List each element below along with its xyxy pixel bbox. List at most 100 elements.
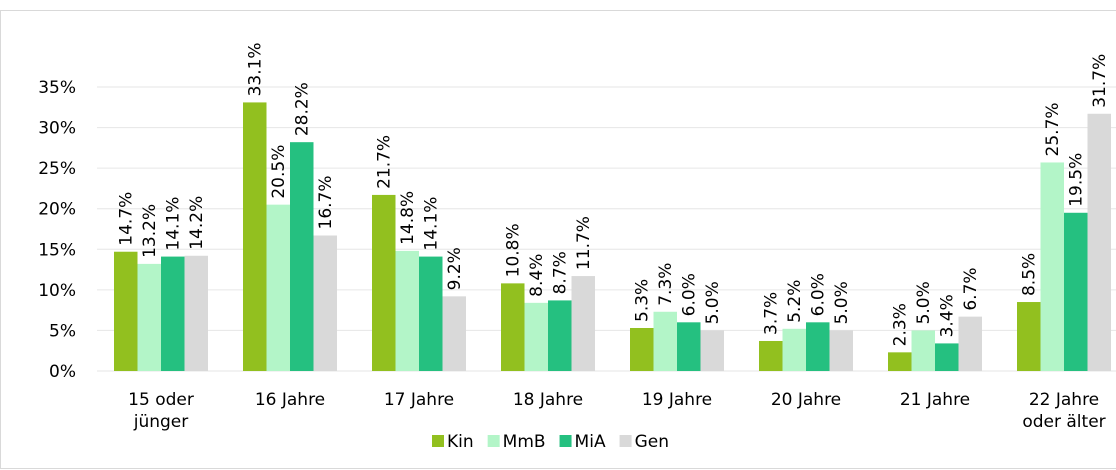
bar (290, 142, 314, 371)
legend-swatch (432, 435, 444, 447)
bar (161, 256, 185, 371)
x-tick-line: oder älter (1022, 412, 1105, 432)
x-tick-label: 22 Jahre oder älter (1022, 390, 1105, 432)
x-tick-line: 21 Jahre (900, 390, 970, 410)
bar (524, 302, 548, 371)
data-label: 6.0% (680, 273, 700, 316)
legend-swatch (487, 435, 500, 447)
x-tick-label: 17 Jahre (384, 390, 454, 410)
x-tick-line: 17 Jahre (384, 390, 454, 410)
data-label: 5.0% (832, 281, 852, 324)
bar (1087, 113, 1111, 371)
data-label: 7.3% (656, 263, 676, 306)
legend-swatch (559, 435, 572, 447)
y-tick-label: 25% (38, 159, 76, 179)
data-label: 14.7% (117, 192, 137, 246)
bar (243, 102, 267, 371)
data-label: 10.8% (504, 223, 524, 277)
legend-label: Kin (447, 432, 474, 452)
data-label: 13.2% (140, 204, 160, 258)
bar (114, 251, 138, 371)
x-tick-line: 22 Jahre (1029, 390, 1099, 410)
bar (395, 250, 419, 371)
data-label: 6.0% (809, 273, 829, 316)
data-label: 5.0% (703, 281, 723, 324)
bar (630, 327, 654, 371)
data-label: 31.7% (1090, 54, 1110, 108)
bar (888, 352, 912, 371)
bar (137, 263, 161, 371)
bar (571, 276, 595, 371)
bar (184, 255, 208, 371)
bar (313, 235, 337, 371)
legend-swatch (619, 435, 632, 447)
x-tick-line: 16 Jahre (255, 390, 325, 410)
data-label: 28.2% (293, 82, 313, 136)
y-tick-label: 30% (38, 119, 76, 139)
bar (653, 311, 677, 371)
data-label: 11.7% (574, 216, 594, 270)
data-label: 25.7% (1043, 102, 1063, 156)
data-label: 3.7% (762, 292, 782, 335)
data-label: 21.7% (375, 135, 395, 189)
data-label: 16.7% (316, 175, 336, 229)
data-label: 14.2% (187, 196, 207, 250)
data-label: 5.2% (785, 280, 805, 323)
data-label: 8.4% (527, 254, 547, 297)
data-label: 20.5% (269, 145, 289, 199)
bar (1017, 302, 1041, 371)
data-label: 5.0% (914, 281, 934, 324)
legend-label: MiA (575, 432, 606, 452)
y-tick-label: 20% (38, 200, 76, 220)
y-tick-label: 10% (38, 281, 76, 301)
bar (911, 330, 935, 371)
x-tick-label: 18 Jahre (513, 390, 583, 410)
data-label: 5.3% (633, 279, 653, 322)
x-tick-label: 15 oder jünger (128, 390, 194, 432)
x-tick-label: 21 Jahre (900, 390, 970, 410)
bar (782, 328, 806, 371)
x-tick-label: 20 Jahre (771, 390, 841, 410)
data-label: 19.5% (1067, 153, 1087, 207)
y-tick-label: 15% (38, 240, 76, 260)
y-tick-label: 0% (49, 362, 76, 382)
bar (829, 330, 853, 371)
data-label: 8.7% (551, 251, 571, 294)
data-label: 8.5% (1020, 253, 1040, 296)
data-label: 9.2% (445, 247, 465, 290)
x-tick-line: 20 Jahre (771, 390, 841, 410)
data-label: 14.1% (422, 197, 442, 251)
bar (759, 340, 783, 371)
chart-border (0, 10, 1116, 469)
bar (266, 204, 290, 371)
bar (1040, 162, 1064, 371)
data-label: 33.1% (246, 42, 266, 96)
x-tick-label: 19 Jahre (642, 390, 712, 410)
bar (677, 322, 701, 371)
legend-label: MmB (503, 432, 546, 452)
bar (700, 330, 724, 371)
bar (806, 322, 830, 371)
x-tick-label: 16 Jahre (255, 390, 325, 410)
x-tick-line: 15 oder (128, 390, 194, 410)
bar (501, 283, 525, 371)
data-label: 6.7% (961, 267, 981, 310)
x-tick-line: 18 Jahre (513, 390, 583, 410)
data-label: 2.3% (891, 303, 911, 346)
data-label: 3.4% (938, 294, 958, 337)
legend-label: Gen (635, 432, 669, 452)
y-tick-label: 35% (38, 78, 76, 98)
bar (935, 343, 959, 371)
bar (442, 296, 466, 371)
data-label: 14.1% (164, 197, 184, 251)
bar (372, 194, 396, 371)
bar (958, 316, 982, 371)
x-tick-line: 19 Jahre (642, 390, 712, 410)
bar (419, 256, 443, 371)
bar (548, 300, 572, 371)
data-label: 14.8% (398, 191, 418, 245)
y-tick-label: 5% (49, 321, 76, 341)
bar (1064, 212, 1088, 371)
x-tick-line: jünger (133, 412, 189, 432)
